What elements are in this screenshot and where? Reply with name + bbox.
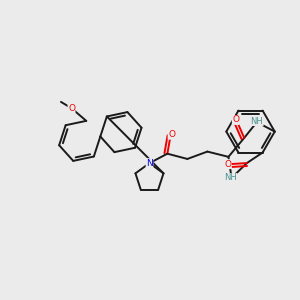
- Text: NH: NH: [224, 173, 237, 182]
- Text: O: O: [232, 116, 239, 124]
- Text: O: O: [168, 130, 175, 139]
- Text: O: O: [68, 104, 75, 113]
- Text: O: O: [224, 160, 231, 169]
- Text: NH: NH: [250, 117, 263, 126]
- Text: N: N: [146, 159, 153, 168]
